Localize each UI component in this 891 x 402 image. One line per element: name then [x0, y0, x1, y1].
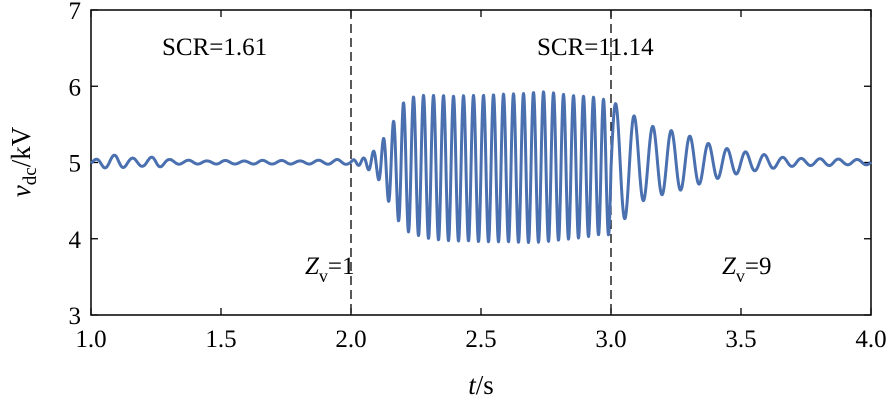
x-axis-title: t/s — [468, 370, 494, 400]
event-markers — [350, 10, 612, 315]
x-tick-label: 3.0 — [595, 326, 626, 353]
annotation-zv1: Zv=1 — [305, 253, 355, 286]
x-tick-label: 3.5 — [725, 326, 756, 353]
y-axis-title: vdc/kV — [6, 126, 41, 197]
series-group — [89, 90, 873, 245]
y-axis-ticks: 3 4 5 6 7 — [69, 0, 871, 330]
y-tick-label: 7 — [69, 0, 82, 25]
annotation-zv9-val: =9 — [745, 253, 772, 280]
annotation-zv9-var: Z — [722, 253, 737, 280]
annotation-zv1-sub: v — [319, 266, 328, 286]
x-axis-title-unit: /s — [476, 370, 494, 400]
annotation-zv1-var: Z — [305, 253, 320, 280]
series-line — [89, 90, 873, 245]
annotation-scr-high: SCR=11.14 — [537, 34, 654, 61]
y-tick-label: 6 — [69, 74, 82, 101]
x-tick-label: 1.5 — [205, 326, 236, 353]
x-tick-label: 2.0 — [335, 326, 366, 353]
y-tick-label: 3 — [69, 303, 82, 330]
x-tick-label: 1.0 — [75, 326, 106, 353]
y-axis-title-var: v — [6, 185, 36, 197]
annotation-zv9-sub: v — [736, 266, 745, 286]
x-tick-label: 4.0 — [855, 326, 886, 353]
x-tick-label: 2.5 — [465, 326, 496, 353]
y-tick-label: 5 — [69, 151, 82, 178]
annotation-zv9: Zv=9 — [722, 253, 772, 286]
y-axis-title-unit: /kV — [6, 126, 36, 167]
y-axis-title-sub: dc — [20, 167, 41, 185]
y-tick-label: 4 — [69, 227, 82, 254]
x-axis-title-var: t — [468, 370, 477, 400]
annotation-zv1-val: =1 — [328, 253, 355, 280]
annotation-scr-low: SCR=1.61 — [162, 34, 267, 61]
